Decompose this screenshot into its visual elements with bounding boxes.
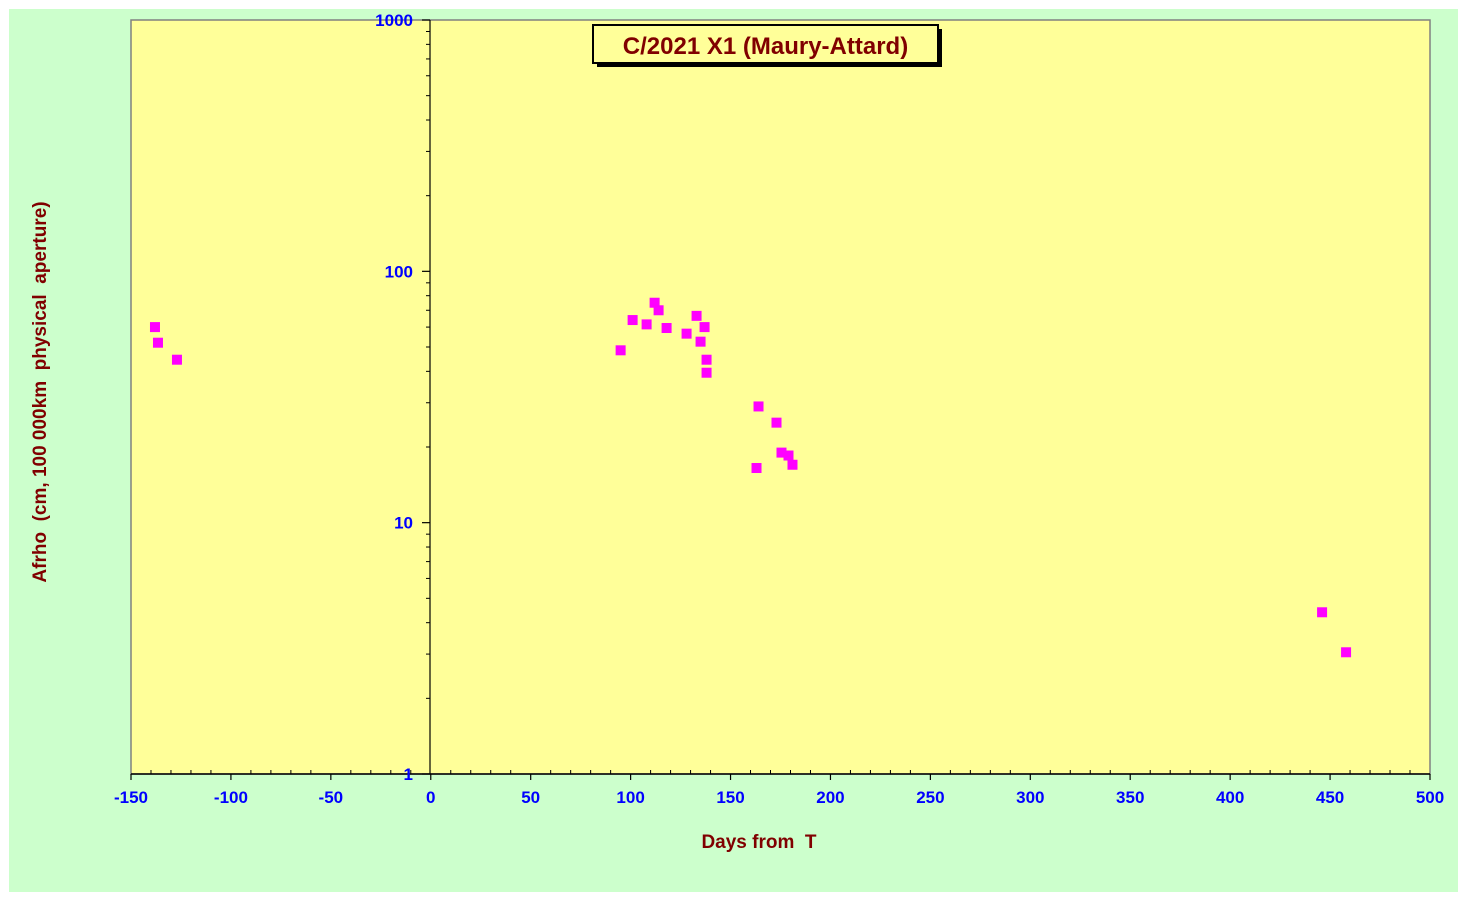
- data-point: [681, 328, 692, 339]
- data-points: [149, 297, 1352, 658]
- x-tick-label: 250: [916, 788, 944, 807]
- data-point: [653, 305, 664, 316]
- data-point: [152, 337, 163, 348]
- data-point: [771, 417, 782, 428]
- y-axis-title: Afrho (cm, 100 000km physical aperture): [30, 201, 51, 582]
- x-tick-label: 200: [816, 788, 844, 807]
- chart-title-box: C/2021 X1 (Maury-Attard): [592, 24, 942, 67]
- x-tick-label: 100: [616, 788, 644, 807]
- data-point: [695, 336, 706, 347]
- x-tick-label-group: -150 -100 -50 0 50 100 150 200 250 300 350 400 450 50…: [114, 788, 1444, 807]
- chart-title: C/2021 X1 (Maury-Attard): [623, 33, 908, 60]
- y-tick-label-group: 1 10 100 1000: [375, 11, 413, 784]
- data-point: [1341, 647, 1352, 658]
- data-point: [649, 297, 660, 308]
- y-tick-label: 1000: [375, 11, 413, 30]
- x-tick-label: 150: [716, 788, 744, 807]
- data-point: [627, 315, 638, 326]
- data-point: [753, 401, 764, 412]
- x-tick-label: 0: [426, 788, 435, 807]
- x-tick-label: 300: [1016, 788, 1044, 807]
- data-point: [149, 322, 160, 333]
- data-point: [661, 323, 672, 334]
- x-tick-label: 400: [1216, 788, 1244, 807]
- data-point: [787, 459, 798, 470]
- data-point: [751, 463, 762, 474]
- x-tick-label: 450: [1316, 788, 1344, 807]
- data-point: [783, 450, 794, 461]
- x-tick-label: 50: [521, 788, 540, 807]
- data-point: [171, 354, 182, 365]
- data-point: [615, 345, 626, 356]
- data-point: [701, 367, 712, 378]
- x-axis-title: Days from T: [701, 832, 816, 853]
- x-tick-label: 500: [1416, 788, 1444, 807]
- x-tick-label: -50: [319, 788, 344, 807]
- x-tick-label: -100: [214, 788, 248, 807]
- x-tick-label: 350: [1116, 788, 1144, 807]
- y-tick-label: 1: [404, 765, 413, 784]
- data-point: [1317, 607, 1328, 618]
- y-tick-label: 100: [385, 262, 413, 281]
- data-point: [641, 319, 652, 330]
- plot-area: [130, 19, 1431, 775]
- x-tick-label: -150: [114, 788, 148, 807]
- y-tick-label: 10: [394, 514, 413, 533]
- data-point: [691, 310, 702, 321]
- data-point: [701, 354, 712, 365]
- data-point: [699, 322, 710, 333]
- data-point: [776, 447, 787, 458]
